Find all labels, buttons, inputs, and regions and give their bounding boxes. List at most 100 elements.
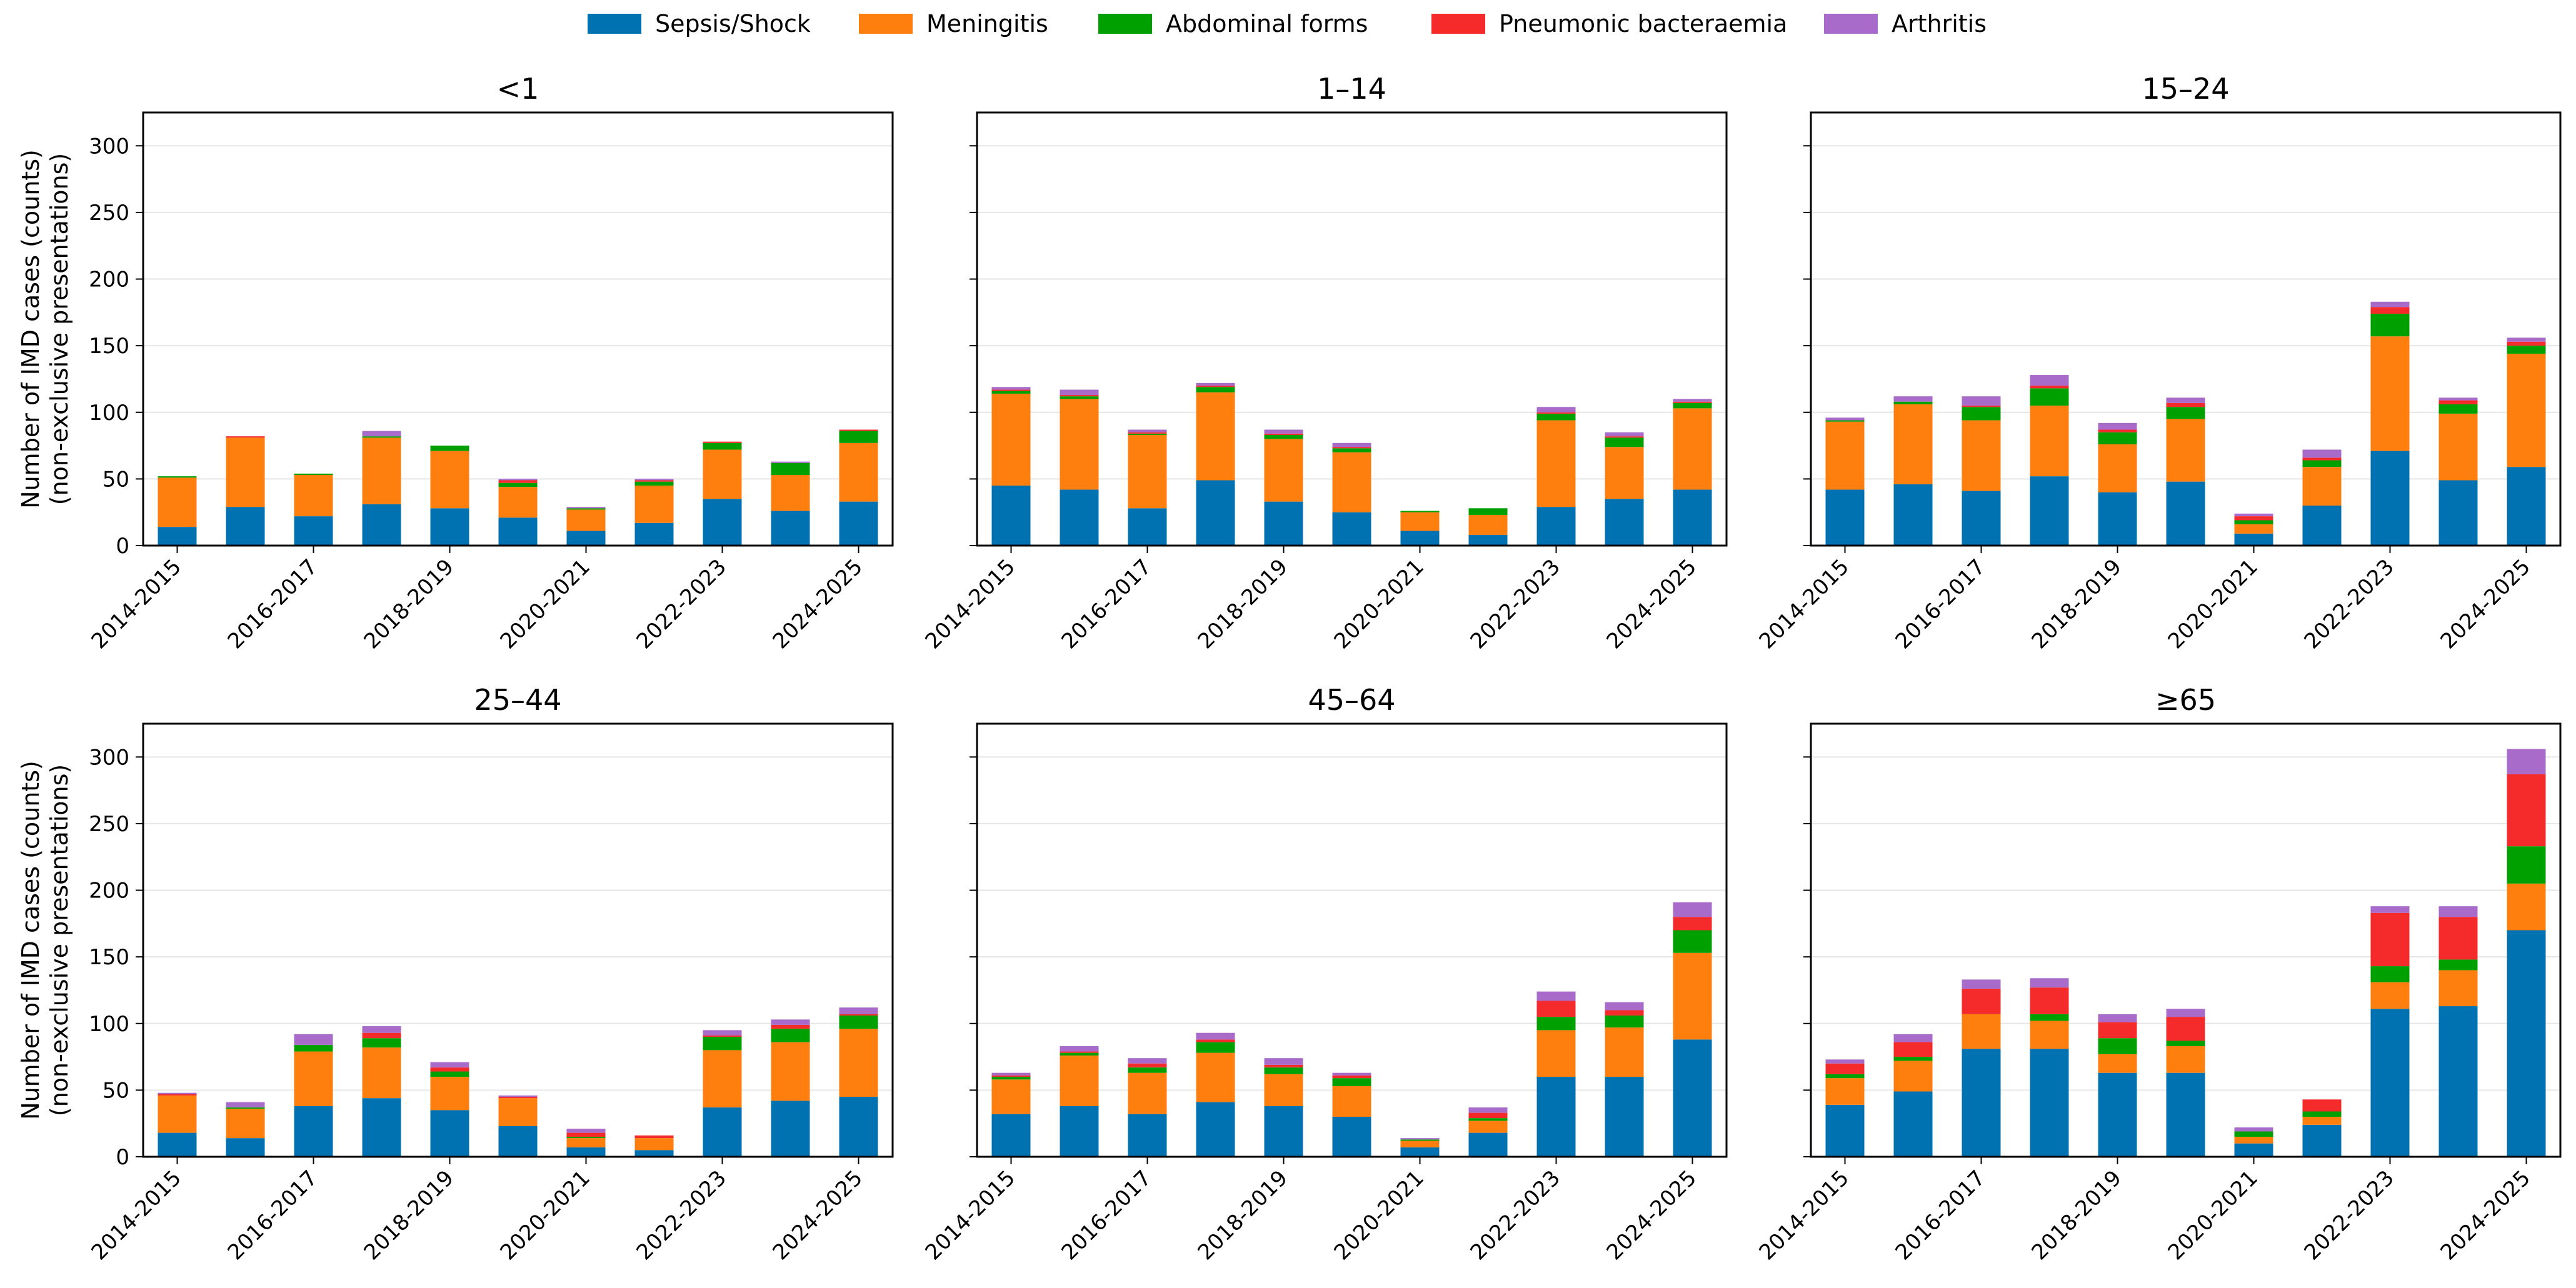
- bar-meningitis-2016-2017: [294, 474, 333, 517]
- bar-pneumonic-bacteraemia-2022-2023: [703, 441, 742, 443]
- bar-meningitis-2014-2015: [158, 1095, 197, 1133]
- bar-meningitis-2015-2016: [1060, 399, 1099, 490]
- bar-arthritis-2014-2015: [991, 387, 1031, 390]
- bar-meningitis-2022-2023: [1536, 420, 1576, 507]
- bar-pneumonic-bacteraemia-2014-2015: [1825, 1063, 1865, 1074]
- bar-meningitis-2015-2016: [226, 1109, 265, 1139]
- bar-meningitis-2021-2022: [2302, 467, 2342, 506]
- bar-sepsis-shock-2014-2015: [158, 527, 197, 546]
- bar-pneumonic-bacteraemia-2016-2017: [1962, 406, 2001, 407]
- x-tick-label: 2020-2021: [1330, 554, 1429, 654]
- bar-sepsis-shock-2014-2015: [991, 486, 1031, 546]
- legend-label-sepsis-shock: Sepsis/Shock: [655, 10, 811, 37]
- bar-pneumonic-bacteraemia-2015-2016: [1060, 395, 1099, 397]
- bar-sepsis-shock-2019-2020: [1332, 1117, 1371, 1157]
- x-tick-label: 2020-2021: [1330, 1166, 1429, 1265]
- bar-pneumonic-bacteraemia-2022-2023: [703, 1035, 742, 1037]
- bar-arthritis-2016-2017: [294, 1034, 333, 1045]
- bar-arthritis-2016-2017: [1128, 1058, 1167, 1064]
- bar-abdominal-forms-2020-2021: [2234, 1131, 2273, 1137]
- bar-abdominal-forms-2015-2016: [226, 1107, 265, 1109]
- bar-sepsis-shock-2016-2017: [1128, 508, 1167, 546]
- panel-title: 25–44: [474, 683, 561, 717]
- bar-abdominal-forms-2020-2021: [566, 1137, 606, 1139]
- bar-meningitis-2014-2015: [158, 477, 197, 527]
- panel-title: 45–64: [1308, 683, 1395, 717]
- bar-pneumonic-bacteraemia-2014-2015: [158, 1094, 197, 1096]
- bar-sepsis-shock-2021-2022: [2302, 1124, 2342, 1157]
- x-tick-label: 2020-2021: [496, 554, 595, 654]
- bar-arthritis-2024-2025: [1673, 399, 1712, 402]
- bar-abdominal-forms-2024-2025: [2507, 346, 2546, 354]
- panel-title: <1: [497, 72, 539, 106]
- bar-abdominal-forms-2014-2015: [158, 476, 197, 478]
- bar-meningitis-2024-2025: [1673, 952, 1712, 1040]
- bar-pneumonic-bacteraemia-2024-2025: [1673, 917, 1712, 931]
- bar-meningitis-2017-2018: [362, 437, 401, 504]
- bar-arthritis-2015-2016: [1893, 1034, 1933, 1042]
- bar-meningitis-2019-2020: [2166, 1046, 2205, 1073]
- bar-meningitis-2019-2020: [1332, 1086, 1371, 1117]
- bar-abdominal-forms-2024-2025: [1673, 402, 1712, 409]
- panel-45-64: 2014-2015 2016-2017 2018-2019 2020-2021 2022…: [921, 683, 1728, 1265]
- bar-meningitis-2021-2022: [1468, 514, 1508, 535]
- bar-abdominal-forms-2022-2023: [1536, 1017, 1576, 1031]
- bar-pneumonic-bacteraemia-2023-2024: [1605, 436, 1644, 438]
- bar-meningitis-2016-2017: [1962, 420, 2001, 491]
- bar-meningitis-2023-2024: [1605, 447, 1644, 499]
- bar-abdominal-forms-2015-2016: [1060, 396, 1099, 399]
- y-tick-label: 300: [89, 745, 129, 770]
- bar-meningitis-2021-2022: [634, 486, 674, 523]
- bar-pneumonic-bacteraemia-2017-2018: [2030, 386, 2069, 389]
- bar-abdominal-forms-2022-2023: [1536, 413, 1576, 421]
- bar-meningitis-2017-2018: [2030, 1021, 2069, 1049]
- bar-sepsis-shock-2019-2020: [1332, 512, 1371, 546]
- bar-abdominal-forms-2023-2024: [1605, 437, 1644, 447]
- bar-abdominal-forms-2022-2023: [2370, 313, 2410, 337]
- bar-abdominal-forms-2021-2022: [634, 481, 674, 486]
- bar-abdominal-forms-2021-2022: [2302, 460, 2342, 467]
- bar-sepsis-shock-2024-2025: [1673, 1039, 1712, 1157]
- bar-arthritis-2021-2022: [634, 479, 674, 481]
- bar-meningitis-2020-2021: [1400, 512, 1440, 531]
- bar-pneumonic-bacteraemia-2023-2024: [2438, 400, 2478, 404]
- bar-arthritis-2022-2023: [2370, 301, 2410, 307]
- bar-pneumonic-bacteraemia-2018-2019: [1264, 433, 1303, 436]
- x-tick-label: 2022-2023: [1466, 1166, 1565, 1265]
- y-tick-label: 150: [89, 945, 129, 970]
- y-tick-label: 0: [116, 534, 129, 559]
- bar-arthritis-2020-2021: [566, 507, 606, 509]
- x-tick-label: 2024-2025: [1602, 1166, 1701, 1265]
- bar-sepsis-shock-2018-2019: [1264, 501, 1303, 546]
- bar-pneumonic-bacteraemia-2019-2020: [2166, 402, 2205, 407]
- bar-sepsis-shock-2018-2019: [430, 1110, 469, 1157]
- bar-sepsis-shock-2015-2016: [226, 1138, 265, 1157]
- bar-arthritis-2017-2018: [362, 1026, 401, 1033]
- bar-pneumonic-bacteraemia-2024-2025: [2507, 341, 2546, 346]
- bar-meningitis-2021-2022: [2302, 1117, 2342, 1125]
- bar-abdominal-forms-2024-2025: [839, 1015, 878, 1029]
- bar-arthritis-2020-2021: [1400, 1138, 1440, 1140]
- bar-arthritis-2024-2025: [1673, 902, 1712, 917]
- bar-abdominal-forms-2020-2021: [1400, 1139, 1440, 1141]
- bar-pneumonic-bacteraemia-2014-2015: [991, 389, 1031, 391]
- bar-meningitis-2018-2019: [2098, 444, 2137, 492]
- bar-sepsis-shock-2021-2022: [634, 1150, 674, 1157]
- x-tick-label: 2014-2015: [87, 1166, 186, 1265]
- bar-pneumonic-bacteraemia-2021-2022: [2302, 1099, 2342, 1112]
- bar-meningitis-2015-2016: [1893, 404, 1933, 484]
- bar-meningitis-2022-2023: [2370, 982, 2410, 1009]
- bar-pneumonic-bacteraemia-2024-2025: [839, 1014, 878, 1016]
- bar-pneumonic-bacteraemia-2024-2025: [839, 429, 878, 431]
- y-tick-label: 0: [116, 1145, 129, 1170]
- bar-sepsis-shock-2020-2021: [1400, 531, 1440, 546]
- bar-pneumonic-bacteraemia-2019-2020: [2166, 1017, 2205, 1041]
- x-tick-label: 2014-2015: [1755, 1166, 1854, 1265]
- bar-sepsis-shock-2015-2016: [226, 507, 265, 546]
- bar-meningitis-2016-2017: [1962, 1014, 2001, 1049]
- bar-meningitis-2015-2016: [226, 437, 265, 507]
- legend-swatch-meningitis: [859, 14, 913, 34]
- bar-abdominal-forms-2023-2024: [2438, 959, 2478, 971]
- bar-sepsis-shock-2015-2016: [1060, 489, 1099, 546]
